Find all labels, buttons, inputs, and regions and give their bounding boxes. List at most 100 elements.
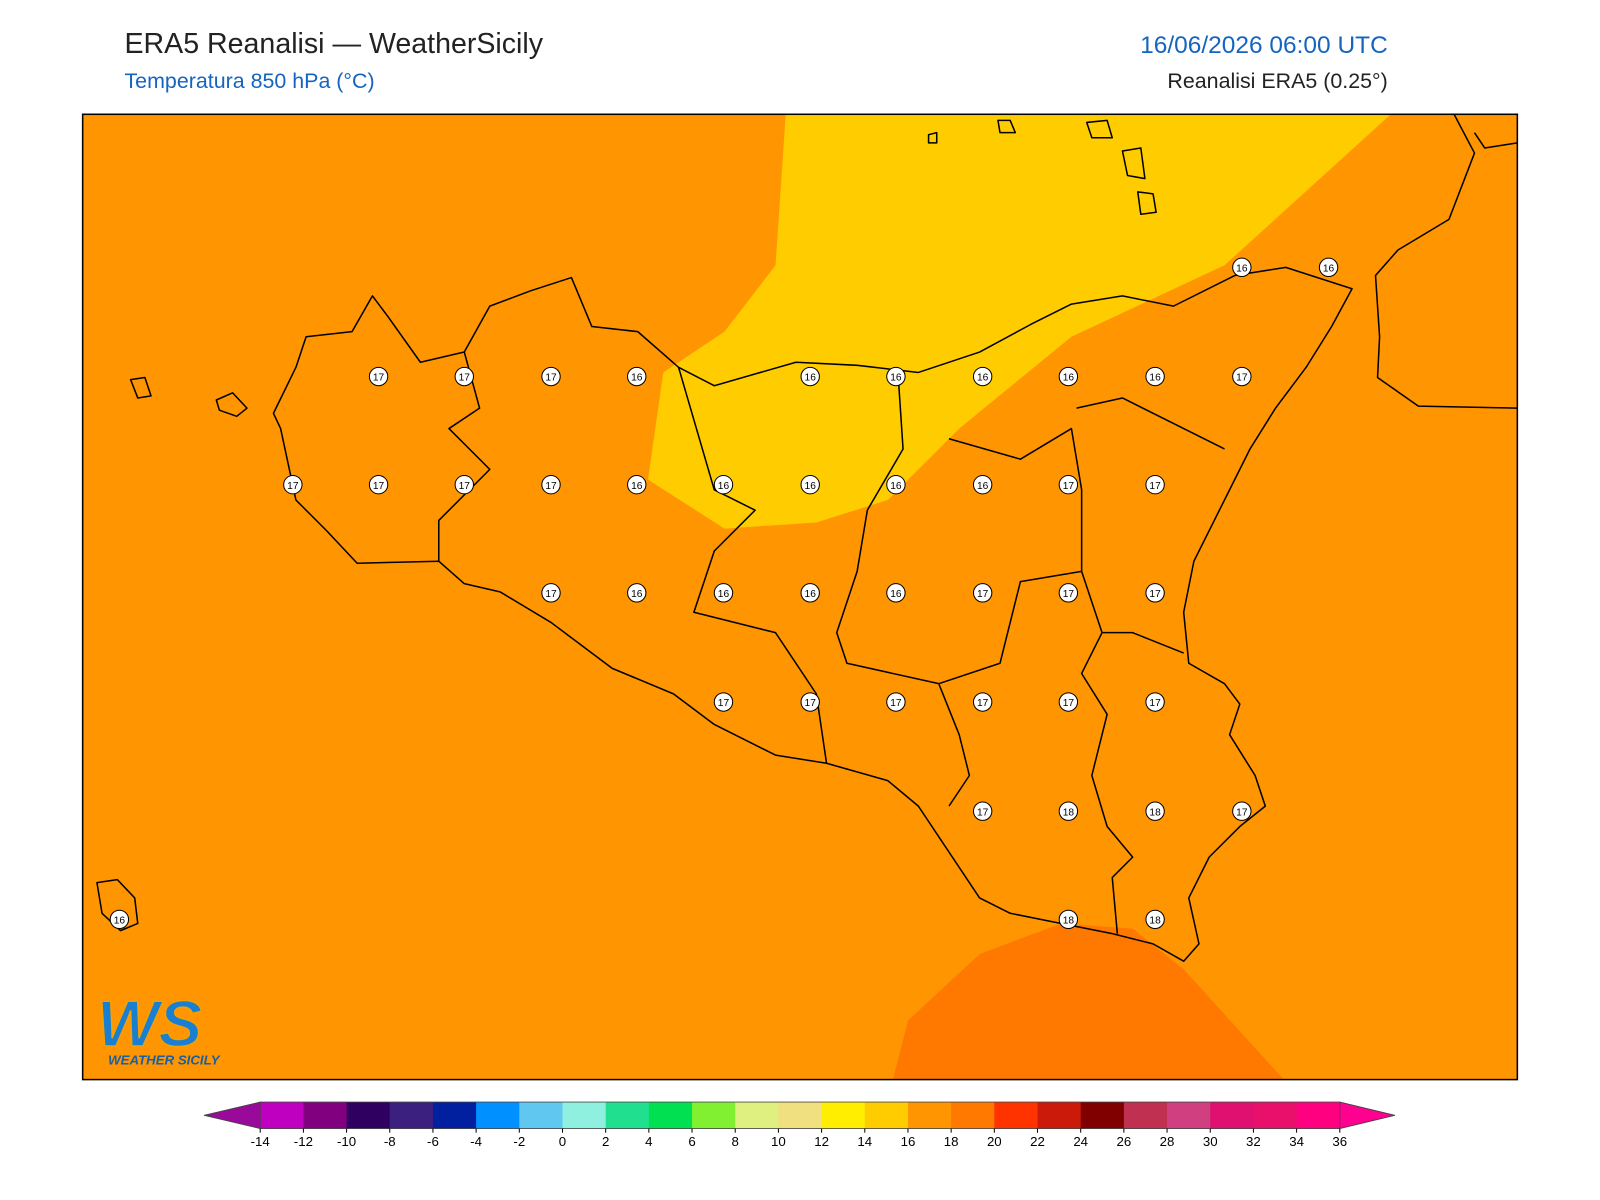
station-value: 16	[718, 481, 730, 492]
station-marker	[972, 475, 993, 495]
station-marker	[627, 366, 647, 387]
color-swatch	[562, 1102, 607, 1129]
station-marker	[1058, 692, 1079, 712]
color-swatch	[303, 1102, 348, 1129]
station-value: 16	[631, 481, 643, 492]
colorbar-tick-label: -8	[384, 1134, 396, 1149]
station-value: 17	[1149, 589, 1161, 600]
station-marker	[1058, 801, 1079, 821]
station-marker	[454, 366, 474, 387]
station-marker	[283, 475, 303, 495]
station-marker	[1232, 366, 1252, 387]
logo-text: WS	[97, 987, 202, 1060]
station-marker	[1058, 583, 1079, 603]
logo: WS WEATHER SICILY	[96, 986, 221, 1067]
color-swatch	[476, 1102, 520, 1129]
province-border	[438, 351, 1225, 934]
station-marker	[368, 475, 389, 495]
station-marker	[1318, 257, 1339, 278]
station-marker	[1058, 366, 1079, 387]
station-value: 17	[1236, 807, 1248, 818]
colorbar-tick-label: 12	[814, 1134, 829, 1149]
station-layer: 17 17 17 16 16 16 16 16 16 17 17 17 17 17 16 16 16 16 16 17…	[109, 257, 1339, 930]
station-marker	[627, 583, 647, 603]
station-marker	[972, 366, 993, 387]
coastline	[272, 266, 1353, 962]
source: Reanalisi ERA5 (0.25°)	[1167, 69, 1387, 93]
color-swatch	[648, 1102, 693, 1129]
station-value: 16	[805, 373, 817, 384]
color-swatch	[692, 1102, 736, 1129]
station-value: 17	[1149, 698, 1161, 709]
colorbar-tick-label: 32	[1246, 1134, 1261, 1149]
datetime: 16/06/2026 06:00 UTC	[1140, 32, 1388, 59]
logo-subtext: WEATHER SICILY	[108, 1052, 221, 1067]
station-value: 16	[1323, 263, 1335, 274]
color-swatch	[346, 1102, 391, 1129]
station-value: 17	[287, 481, 299, 492]
station-value: 17	[459, 373, 471, 384]
color-swatch	[1210, 1102, 1254, 1129]
station-value: 17	[373, 481, 385, 492]
station-value: 17	[1063, 698, 1075, 709]
colorbar-tick-label: 14	[857, 1134, 872, 1149]
color-swatch	[864, 1102, 909, 1129]
colorbar-tick-label: 30	[1203, 1134, 1218, 1149]
colorbar-tick-label: 36	[1332, 1134, 1347, 1149]
station-marker	[1145, 366, 1165, 387]
colorbar-tick-label: -2	[513, 1134, 525, 1149]
station-marker	[1232, 257, 1252, 278]
station-value: 17	[373, 373, 385, 384]
station-value: 17	[890, 698, 902, 709]
station-value: 18	[1063, 807, 1075, 818]
station-marker	[1145, 583, 1165, 603]
color-swatch	[605, 1102, 650, 1129]
station-value: 16	[631, 589, 643, 600]
colorbar-tick-label: -10	[337, 1134, 356, 1149]
station-marker	[454, 475, 474, 495]
station-value: 17	[1063, 481, 1075, 492]
colorbar-tick-label: -12	[294, 1134, 313, 1149]
station-value: 17	[1149, 481, 1161, 492]
station-value: 17	[545, 481, 557, 492]
color-swatch	[1167, 1102, 1211, 1129]
station-marker	[886, 475, 906, 495]
station-marker	[886, 366, 906, 387]
colorbar-tick-label: 18	[944, 1134, 959, 1149]
colorbar-tick-label: 22	[1030, 1134, 1045, 1149]
color-swatch	[951, 1102, 995, 1129]
station-value: 17	[545, 373, 557, 384]
subtitle: Temperatura 850 hPa (°C)	[124, 69, 374, 93]
map: 17 17 17 16 16 16 16 16 16 17 17 17 17 17 16 16 16 16 16 17…	[82, 114, 1518, 1080]
colorbar-tick-label: -14	[251, 1134, 270, 1149]
station-value: 17	[459, 481, 471, 492]
station-value: 16	[890, 373, 902, 384]
station-marker	[713, 692, 734, 712]
station-value: 18	[1149, 915, 1161, 926]
color-swatch	[735, 1102, 779, 1129]
station-marker	[541, 583, 561, 603]
colorbar-tick-label: 6	[688, 1134, 695, 1149]
colorbar-under	[203, 1101, 261, 1130]
map-frame	[81, 113, 1519, 1081]
station-value: 17	[977, 807, 989, 818]
color-swatch	[1080, 1102, 1125, 1129]
coastline	[1374, 114, 1518, 409]
colorbar-tick-label: 4	[645, 1134, 652, 1149]
station-marker	[1232, 801, 1252, 821]
station-marker	[713, 583, 734, 603]
colorbar-tick-label: 0	[559, 1134, 566, 1149]
station-value: 16	[977, 481, 989, 492]
station-value: 16	[977, 373, 989, 384]
station-marker	[800, 366, 820, 387]
station-marker	[972, 583, 993, 603]
color-swatch	[519, 1102, 563, 1129]
station-marker	[1058, 475, 1079, 495]
station-marker	[1058, 909, 1079, 930]
station-marker	[109, 909, 130, 930]
station-marker	[1145, 692, 1165, 712]
station-marker	[541, 366, 561, 387]
station-value: 16	[805, 589, 817, 600]
station-value: 18	[1149, 807, 1161, 818]
station-value: 16	[890, 481, 902, 492]
